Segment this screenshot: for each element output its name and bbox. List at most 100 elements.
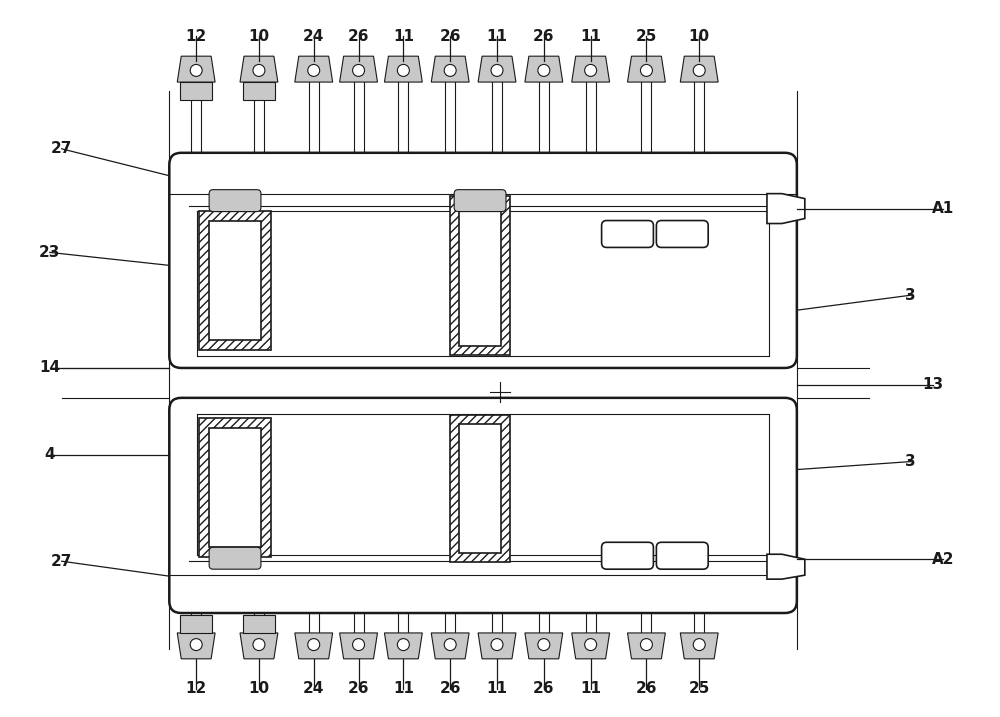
Polygon shape [243,82,275,100]
Text: 10: 10 [248,29,270,44]
Polygon shape [177,633,215,659]
Polygon shape [680,56,718,82]
Text: 12: 12 [186,681,207,696]
Polygon shape [525,56,563,82]
Text: 11: 11 [487,29,508,44]
Text: 3: 3 [905,454,916,469]
Polygon shape [628,56,665,82]
Text: 27: 27 [51,554,72,569]
Polygon shape [217,557,253,561]
Text: 11: 11 [580,29,601,44]
Text: 11: 11 [393,681,414,696]
Text: 24: 24 [303,29,324,44]
Polygon shape [243,615,275,633]
Polygon shape [384,56,422,82]
Text: 26: 26 [533,29,555,44]
Text: 10: 10 [248,681,270,696]
Polygon shape [177,56,215,82]
Text: 25: 25 [636,29,657,44]
Circle shape [253,639,265,650]
FancyBboxPatch shape [209,190,261,212]
Text: 13: 13 [923,377,944,392]
Circle shape [397,65,409,77]
FancyBboxPatch shape [454,190,506,212]
Bar [459,204,501,346]
Text: 26: 26 [439,29,461,44]
Circle shape [538,639,550,650]
Circle shape [538,65,550,77]
Circle shape [353,639,365,650]
Polygon shape [680,633,718,659]
Text: 4: 4 [44,447,55,462]
Polygon shape [628,633,665,659]
Polygon shape [180,82,212,100]
Circle shape [353,65,365,77]
FancyBboxPatch shape [169,398,797,613]
Circle shape [693,639,705,650]
Polygon shape [340,633,377,659]
Bar [459,424,501,554]
Polygon shape [295,56,333,82]
Bar [209,221,261,340]
Polygon shape [340,56,377,82]
Text: 24: 24 [303,681,324,696]
Text: 26: 26 [348,29,369,44]
Polygon shape [180,615,212,633]
Text: 3: 3 [905,288,916,303]
Text: 26: 26 [636,681,657,696]
Circle shape [640,65,652,77]
Text: 26: 26 [439,681,461,696]
Text: 26: 26 [348,681,369,696]
Text: 12: 12 [186,29,207,44]
Circle shape [491,639,503,650]
Polygon shape [767,554,805,579]
Polygon shape [478,56,516,82]
Circle shape [190,65,202,77]
Circle shape [585,639,597,650]
Text: 11: 11 [580,681,601,696]
Circle shape [308,65,320,77]
Polygon shape [217,206,253,211]
Polygon shape [462,196,498,206]
Circle shape [693,65,705,77]
Circle shape [253,65,265,77]
Text: 14: 14 [39,361,60,376]
Polygon shape [767,194,805,224]
Text: A2: A2 [932,551,955,566]
Bar [199,418,271,557]
Text: A1: A1 [932,201,954,216]
Text: 27: 27 [51,141,72,156]
Polygon shape [240,56,278,82]
Text: 10: 10 [689,29,710,44]
FancyBboxPatch shape [169,153,797,368]
Text: 26: 26 [533,681,555,696]
Circle shape [585,65,597,77]
Polygon shape [431,56,469,82]
Text: 25: 25 [689,681,710,696]
Polygon shape [478,633,516,659]
Polygon shape [572,633,610,659]
Circle shape [190,639,202,650]
Text: 11: 11 [393,29,414,44]
Text: 11: 11 [487,681,508,696]
Polygon shape [431,633,469,659]
FancyBboxPatch shape [209,547,261,569]
Bar [450,414,510,562]
Bar [209,428,261,547]
Circle shape [444,639,456,650]
Circle shape [444,65,456,77]
Text: 23: 23 [39,245,60,260]
Circle shape [397,639,409,650]
Polygon shape [384,633,422,659]
Circle shape [640,639,652,650]
Circle shape [491,65,503,77]
Polygon shape [572,56,610,82]
FancyBboxPatch shape [602,221,653,247]
Bar [450,196,510,355]
FancyBboxPatch shape [656,542,708,569]
FancyBboxPatch shape [656,221,708,247]
Bar [199,211,271,350]
Polygon shape [240,633,278,659]
Polygon shape [525,633,563,659]
Circle shape [308,639,320,650]
